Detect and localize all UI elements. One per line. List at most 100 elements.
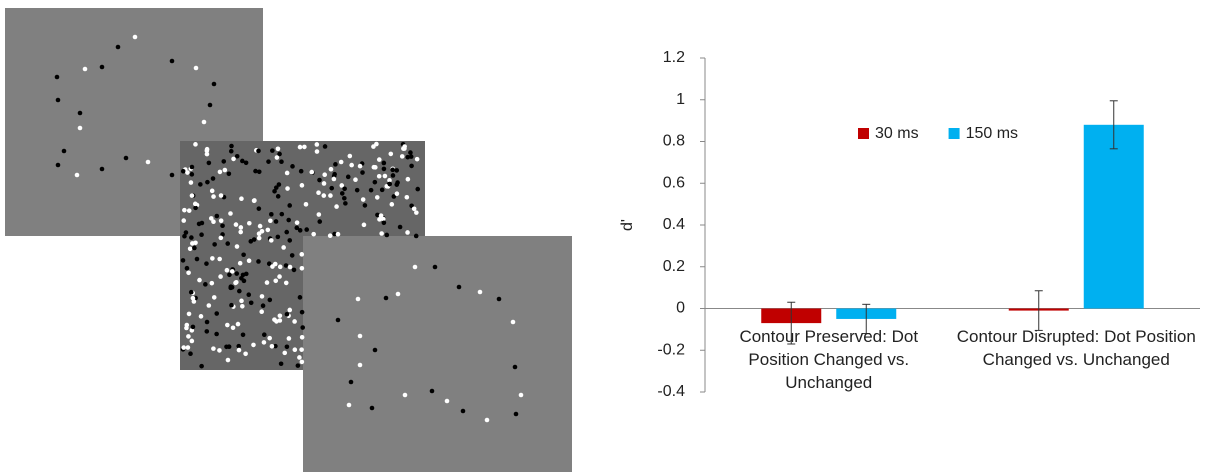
- dot: [496, 296, 502, 302]
- dot: [394, 168, 400, 173]
- y-tick-label: 0.6: [663, 174, 685, 191]
- dot: [357, 163, 363, 169]
- dot: [299, 347, 304, 352]
- dot: [210, 256, 215, 261]
- dot: [328, 166, 334, 172]
- y-tick-label: 0.2: [663, 258, 685, 275]
- dot: [383, 295, 389, 301]
- dot: [390, 167, 395, 173]
- dot: [286, 336, 292, 341]
- dot: [247, 220, 252, 226]
- dot: [342, 195, 347, 201]
- dot: [372, 347, 378, 353]
- dot: [194, 256, 200, 262]
- dot: [284, 344, 290, 350]
- dot: [246, 292, 252, 297]
- dot: [346, 402, 352, 408]
- dot: [183, 230, 189, 235]
- dot: [338, 159, 344, 165]
- dot: [233, 222, 239, 227]
- dot: [74, 172, 80, 178]
- dot: [261, 332, 267, 337]
- stimulus-frame-2: [303, 236, 572, 472]
- dot: [123, 155, 129, 161]
- dot: [275, 234, 281, 240]
- dot: [217, 256, 222, 262]
- dot: [206, 303, 212, 308]
- dot: [405, 154, 411, 160]
- dot: [190, 241, 195, 246]
- y-tick-label: -0.4: [657, 383, 685, 400]
- dot: [287, 307, 293, 313]
- dot: [251, 198, 257, 204]
- dot: [303, 202, 309, 207]
- dot: [82, 66, 88, 72]
- dot: [212, 242, 217, 247]
- dot: [197, 277, 202, 283]
- dot: [376, 157, 382, 162]
- dot: [376, 173, 382, 179]
- dot: [339, 183, 345, 188]
- dot: [269, 343, 275, 349]
- dot: [236, 347, 242, 353]
- dot: [220, 223, 225, 229]
- dot: [372, 179, 378, 185]
- dot: [273, 185, 279, 190]
- dot: [198, 314, 204, 319]
- dot: [276, 182, 282, 187]
- dot: [221, 159, 227, 164]
- dot: [185, 345, 191, 350]
- dot: [211, 81, 217, 87]
- dot: [317, 219, 323, 224]
- dot: [77, 125, 83, 131]
- dot: [360, 197, 366, 202]
- dot: [290, 164, 295, 169]
- dot: [377, 217, 382, 222]
- dot: [299, 252, 305, 257]
- dot: [378, 213, 384, 218]
- dot: [256, 206, 262, 211]
- dot: [193, 205, 198, 211]
- dot: [284, 312, 290, 317]
- dot: [77, 110, 83, 116]
- dot: [182, 207, 187, 213]
- dot: [387, 178, 392, 183]
- dot: [409, 203, 414, 209]
- dot: [272, 188, 277, 194]
- dot: [204, 329, 210, 334]
- dot: [187, 246, 193, 252]
- dot: [429, 388, 435, 394]
- dot: [329, 185, 335, 191]
- dot: [239, 298, 244, 304]
- dot: [361, 222, 367, 228]
- dot: [230, 325, 236, 331]
- dot: [218, 218, 224, 223]
- dot: [374, 195, 380, 200]
- dot: [381, 220, 387, 226]
- dot: [477, 289, 483, 295]
- y-tick-label: 1: [676, 91, 685, 108]
- dot: [246, 258, 252, 264]
- dot: [185, 170, 190, 175]
- dot: [395, 291, 401, 297]
- dot: [274, 319, 279, 324]
- dot: [375, 212, 380, 218]
- dot: [283, 263, 289, 268]
- dot: [214, 311, 220, 316]
- dot: [225, 241, 231, 246]
- dot: [267, 297, 273, 303]
- dot: [343, 201, 348, 206]
- dot: [234, 244, 240, 249]
- dot: [444, 398, 450, 404]
- y-tick-label: 0.8: [663, 133, 685, 150]
- dot: [282, 350, 288, 356]
- dot: [229, 302, 234, 308]
- dot: [286, 217, 292, 223]
- dot: [297, 295, 303, 300]
- dot: [394, 191, 400, 196]
- dot: [432, 264, 438, 270]
- dot: [380, 216, 386, 222]
- dot: [198, 182, 203, 187]
- dots: [54, 34, 524, 423]
- dot: [355, 296, 361, 302]
